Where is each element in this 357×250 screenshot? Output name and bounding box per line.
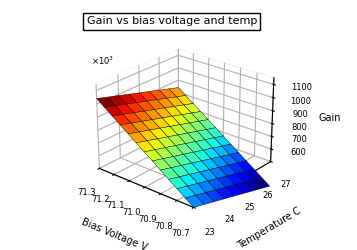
Y-axis label: Temperature C: Temperature C	[236, 205, 303, 250]
Text: Gain vs bias voltage and temp: Gain vs bias voltage and temp	[87, 16, 257, 26]
X-axis label: Bias Voltage V: Bias Voltage V	[80, 217, 149, 250]
Text: $\times10^3$: $\times10^3$	[91, 54, 114, 67]
